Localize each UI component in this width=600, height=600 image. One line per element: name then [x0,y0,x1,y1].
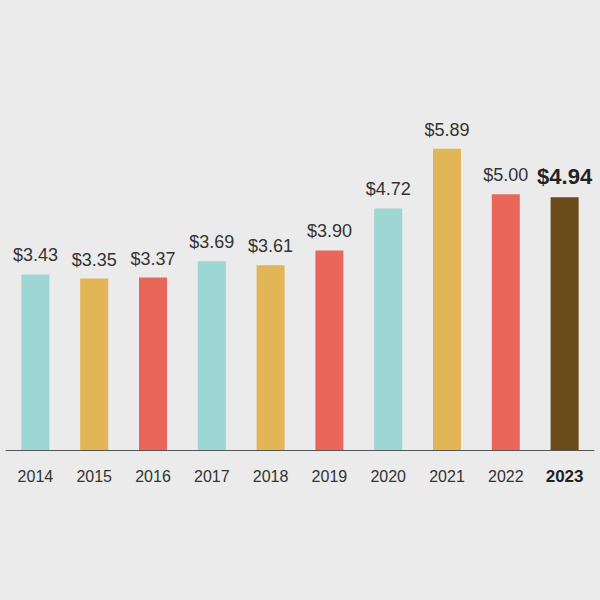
svg-text:$3.35: $3.35 [72,250,117,270]
svg-text:2023: 2023 [546,467,584,486]
svg-text:2022: 2022 [488,468,524,485]
svg-text:2014: 2014 [18,468,54,485]
svg-text:2016: 2016 [135,468,171,485]
svg-text:$3.90: $3.90 [307,221,352,241]
svg-text:$4.94: $4.94 [537,164,593,189]
svg-text:2019: 2019 [312,468,348,485]
svg-text:$3.43: $3.43 [13,245,58,265]
svg-text:2015: 2015 [76,468,112,485]
svg-text:$3.61: $3.61 [248,236,293,256]
svg-text:2018: 2018 [253,468,289,485]
svg-text:2021: 2021 [429,468,465,485]
svg-text:$4.72: $4.72 [366,179,411,199]
svg-text:$5.00: $5.00 [483,165,528,185]
svg-text:$3.69: $3.69 [189,232,234,252]
svg-text:2017: 2017 [194,468,230,485]
svg-text:$5.89: $5.89 [424,120,469,140]
svg-text:$3.37: $3.37 [130,249,175,269]
svg-text:2020: 2020 [370,468,406,485]
